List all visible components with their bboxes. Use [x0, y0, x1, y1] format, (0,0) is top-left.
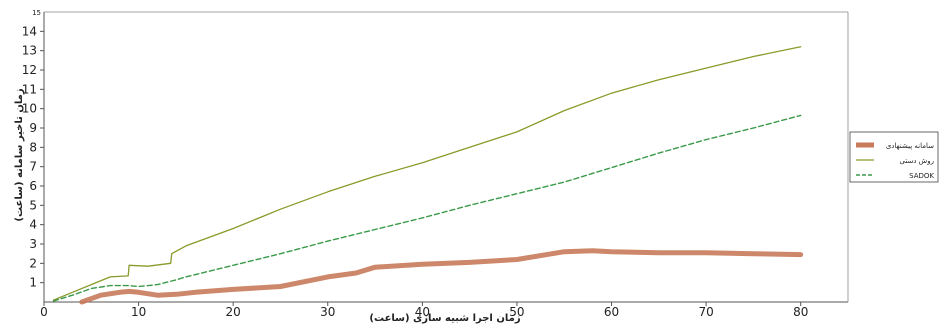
y-tick-label: 8 [29, 140, 37, 154]
x-tick-label: 50 [509, 305, 524, 319]
legend-label-2: SADOK [909, 172, 934, 180]
x-tick-label: 30 [320, 305, 335, 319]
y-tick-label: 4 [29, 218, 37, 232]
y-tick-label: 5 [29, 198, 37, 212]
x-tick-label: 0 [40, 305, 48, 319]
y-tick-label: 11 [22, 82, 37, 96]
y-tick-label: 9 [29, 121, 37, 135]
legend-box [849, 131, 939, 183]
x-tick-label: 80 [793, 305, 808, 319]
legend-label-1: روش دستی [900, 157, 934, 165]
y-tick-label: 1 [29, 276, 37, 290]
x-tick-label: 20 [226, 305, 241, 319]
x-axis-title: زمان اجرا شبیه سازی (ساعت) [369, 313, 520, 324]
legend-label-0: سامانه پیشنهادی [886, 142, 934, 150]
y-tick-label: 14 [22, 24, 37, 38]
y-tick-label: 3 [29, 237, 37, 251]
x-tick-label: 60 [604, 305, 619, 319]
y-tick-label: 10 [22, 102, 37, 116]
x-tick-label: 40 [415, 305, 430, 319]
y-top-label: 15 [32, 9, 41, 17]
series-line-2 [52, 114, 802, 302]
x-tick-label: 10 [131, 305, 146, 319]
y-tick-label: 7 [29, 160, 37, 174]
series-line-1 [52, 46, 802, 301]
x-tick-label: 70 [698, 305, 713, 319]
y-tick-label: 13 [22, 44, 37, 58]
y-tick-label: 12 [22, 63, 37, 77]
legend: سامانه پیشنهادی روش دستی SADOK [849, 131, 939, 183]
series-line-0 [79, 248, 804, 305]
y-axis-title: زمان تاخیر سامانه (ساعت) [14, 88, 25, 221]
y-tick-label: 6 [29, 179, 37, 193]
y-tick-label: 2 [29, 256, 37, 270]
series-lines [52, 46, 804, 305]
